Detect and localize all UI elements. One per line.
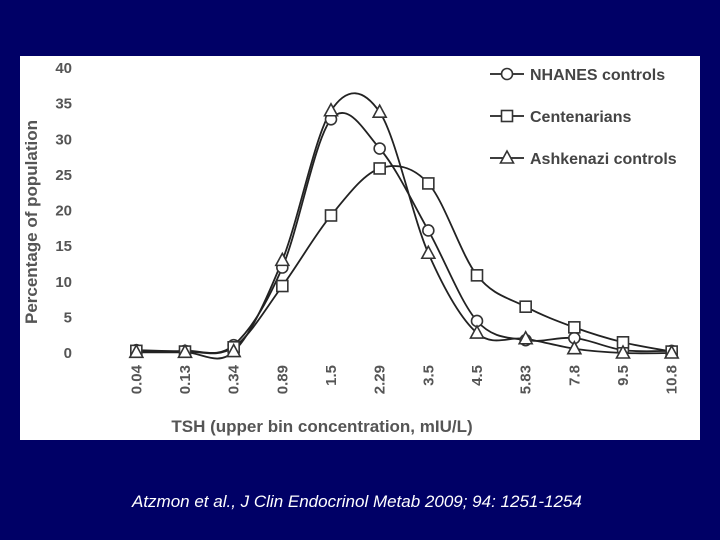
x-tick-label: 2.29 (372, 365, 389, 394)
x-tick-label: 4.5 (469, 365, 486, 386)
data-point-square (568, 321, 581, 334)
data-point-triangle (274, 251, 291, 267)
data-point-square (470, 269, 484, 282)
data-point-square (373, 162, 386, 175)
x-tick-label: 0.13 (177, 365, 194, 394)
y-tick-label: 0 (64, 345, 72, 362)
data-point-triangle (469, 324, 485, 339)
chart-panel: Percentage of population TSH (upper bin … (20, 56, 700, 440)
citation-text: Atzmon et al., J Clin Endocrinol Metab 2… (132, 492, 582, 511)
data-point-triangle (663, 344, 680, 359)
x-tick-label: 0.89 (274, 365, 291, 394)
data-point-triangle (566, 340, 583, 355)
series-line-square (136, 165, 672, 355)
x-tick-label: 5.83 (518, 365, 535, 394)
x-tick-label: 9.5 (615, 365, 632, 386)
data-point-triangle (420, 244, 437, 260)
x-tick-label: 7.8 (566, 365, 583, 386)
data-point-triangle (225, 342, 242, 358)
data-point-square (422, 177, 435, 190)
data-point-square (519, 300, 532, 313)
x-tick-label: 3.5 (420, 365, 437, 386)
data-point-square (324, 209, 338, 222)
legend-marker-square (500, 109, 514, 123)
y-tick-label: 40 (55, 60, 72, 77)
data-point-circle (422, 224, 435, 237)
legend-label: NHANES controls (530, 67, 665, 84)
series-line-circle (136, 112, 672, 354)
legend-label: Ashkenazi controls (530, 151, 677, 168)
legend-label: Centenarians (530, 109, 631, 126)
data-point-triangle (177, 343, 193, 359)
y-tick-label: 15 (55, 238, 72, 255)
y-tick-label: 20 (55, 203, 72, 220)
y-tick-label: 10 (55, 274, 72, 291)
y-axis-title: Percentage of population (22, 120, 41, 324)
x-tick-label: 0.04 (128, 364, 145, 394)
x-tick-label: 0.34 (226, 364, 243, 394)
data-point-triangle (371, 103, 388, 118)
y-tick-label: 30 (55, 131, 72, 148)
y-tick-label: 35 (55, 96, 72, 113)
x-tick-label: 1.5 (323, 365, 340, 386)
data-point-triangle (128, 343, 145, 359)
data-point-triangle (323, 102, 339, 117)
x-axis-title: TSH (upper bin concentration, mIU/L) (171, 417, 472, 436)
series-line-triangle (136, 92, 672, 360)
y-tick-label: 25 (55, 167, 72, 184)
data-point-square (276, 279, 289, 293)
data-point-circle (373, 142, 386, 155)
line-chart: Percentage of population TSH (upper bin … (22, 60, 681, 436)
y-tick-label: 5 (64, 309, 72, 326)
legend-marker-triangle (499, 149, 515, 164)
data-point-triangle (615, 344, 631, 359)
x-tick-label: 10.8 (664, 365, 681, 394)
data-point-triangle (517, 330, 534, 345)
legend-marker-circle (500, 67, 514, 81)
